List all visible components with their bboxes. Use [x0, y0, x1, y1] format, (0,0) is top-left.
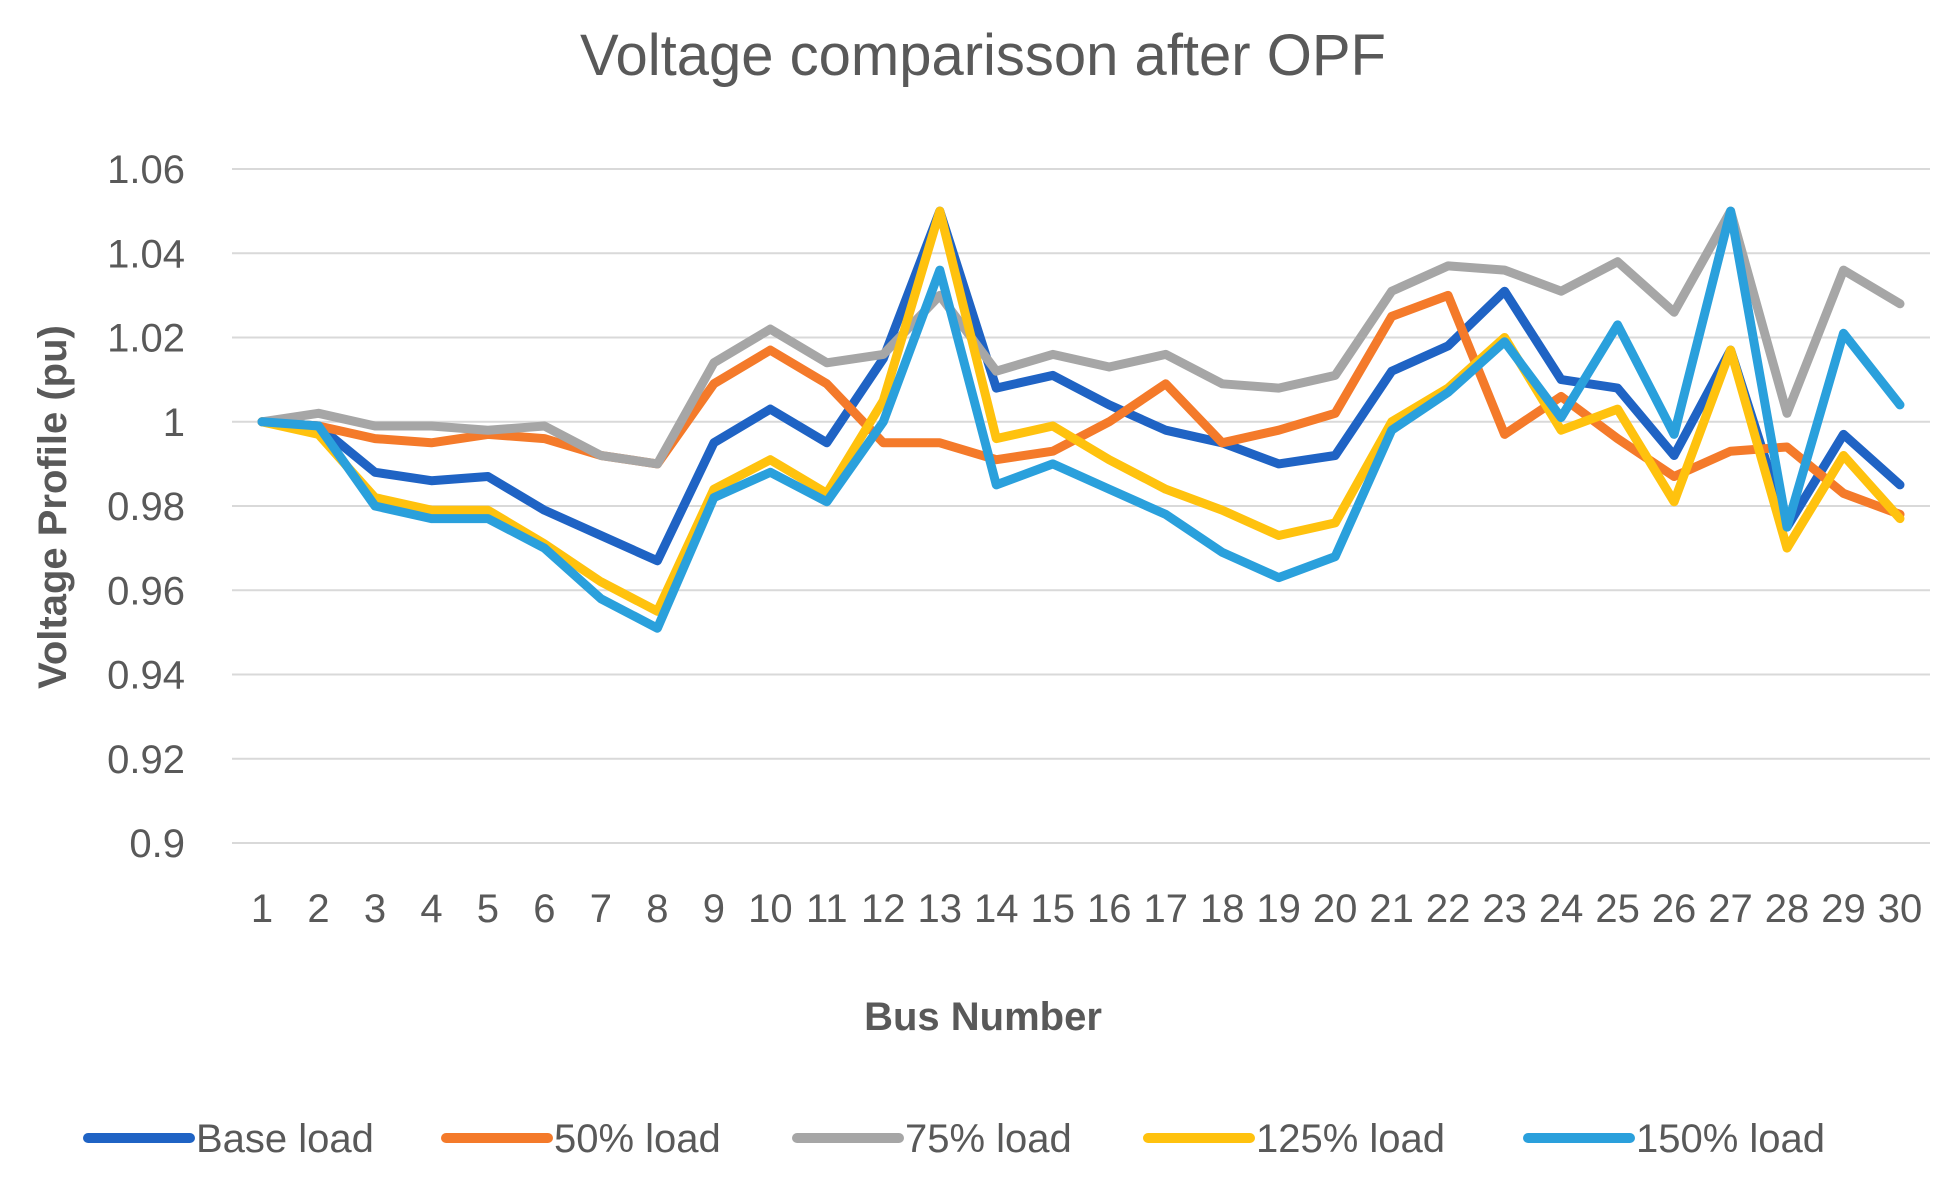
series-line-75-load	[257, 206, 1905, 469]
legend-item: 75% load	[792, 1117, 1072, 1161]
legend-label: Base load	[196, 1117, 374, 1161]
x-tick-label: 17	[1143, 887, 1188, 931]
x-tick-label: 28	[1765, 887, 1810, 931]
x-tick-label: 9	[703, 887, 725, 931]
legend-label: 75% load	[905, 1117, 1072, 1161]
y-tick-label: 1	[163, 401, 185, 445]
legend-label: 150% load	[1636, 1117, 1825, 1161]
legend-item: Base load	[83, 1117, 374, 1161]
legend-item: 150% load	[1523, 1117, 1825, 1161]
x-tick-label: 2	[307, 887, 329, 931]
x-tick-label: 18	[1200, 887, 1245, 931]
y-tick-label: 0.96	[107, 569, 185, 613]
y-tick-label: 0.94	[107, 654, 185, 698]
x-tick-label: 11	[806, 887, 848, 931]
x-tick-label: 16	[1087, 887, 1132, 931]
x-tick-label: 23	[1482, 887, 1527, 931]
series-line-base-load	[257, 206, 1905, 566]
series-line-150-load	[257, 206, 1905, 633]
chart-title: Voltage comparisson after OPF	[580, 23, 1386, 88]
y-axis-ticks: 0.9 0.92 0.94 0.96 0.98 1 1.02 1.04 1.06	[107, 148, 185, 866]
x-tick-label: 13	[918, 887, 963, 931]
x-tick-label: 15	[1031, 887, 1076, 931]
x-tick-label: 3	[364, 887, 386, 931]
x-tick-label: 10	[748, 887, 793, 931]
x-tick-label: 29	[1821, 887, 1866, 931]
x-tick-label: 24	[1539, 887, 1584, 931]
series-line-50-load	[257, 290, 1905, 519]
x-tick-label: 19	[1256, 887, 1301, 931]
series-lines	[257, 206, 1905, 633]
x-tick-label: 27	[1708, 887, 1753, 931]
gridlines	[232, 168, 1930, 844]
x-tick-label: 4	[420, 887, 442, 931]
y-tick-label: 1.02	[107, 317, 185, 361]
y-tick-label: 1.04	[107, 232, 185, 276]
x-tick-label: 7	[590, 887, 612, 931]
y-axis-label: Voltage Profile (pu)	[31, 325, 75, 689]
x-tick-label: 30	[1878, 887, 1923, 931]
x-tick-label: 20	[1313, 887, 1358, 931]
x-tick-label: 22	[1426, 887, 1471, 931]
y-tick-label: 1.06	[107, 148, 185, 192]
x-tick-label: 21	[1369, 887, 1414, 931]
y-tick-label: 0.9	[129, 822, 185, 866]
x-tick-label: 12	[861, 887, 906, 931]
x-tick-label: 25	[1595, 887, 1640, 931]
x-tick-label: 5	[477, 887, 499, 931]
x-tick-label: 14	[974, 887, 1019, 931]
legend-label: 50% load	[554, 1117, 721, 1161]
legend-item: 125% load	[1143, 1117, 1445, 1161]
y-tick-label: 0.98	[107, 485, 185, 529]
x-tick-label: 26	[1652, 887, 1697, 931]
legend: Base load 50% load 75% load 125% load 150% l…	[83, 1117, 1825, 1161]
legend-item: 50% load	[441, 1117, 721, 1161]
x-tick-label: 6	[533, 887, 555, 931]
legend-label: 125% load	[1256, 1117, 1445, 1161]
x-axis-label: Bus Number	[864, 995, 1102, 1039]
y-tick-label: 0.92	[107, 738, 185, 782]
x-tick-label: 1	[251, 887, 273, 931]
series-line-125-load	[257, 206, 1905, 616]
x-tick-label: 8	[646, 887, 668, 931]
x-axis-ticks: 1 2 3 4 5 6 7 8 9 10 11 12 13 14 15 16 17 18 19 20 21 22 23 24 2…	[251, 887, 1922, 931]
